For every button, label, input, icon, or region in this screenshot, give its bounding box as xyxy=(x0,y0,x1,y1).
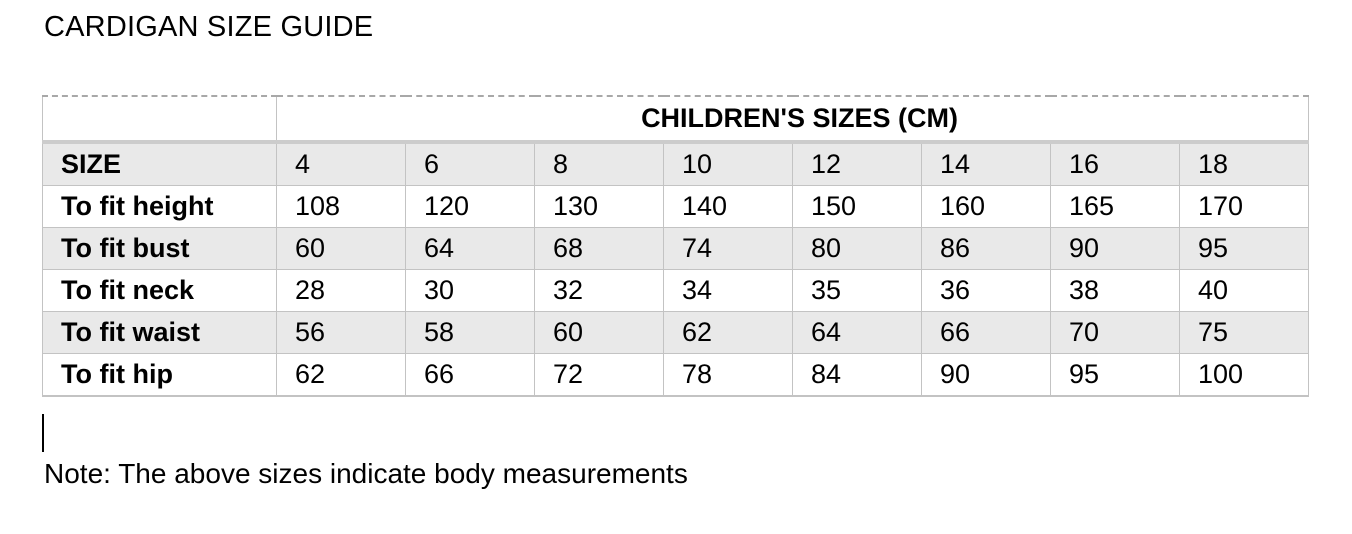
size-value: 18 xyxy=(1178,141,1310,186)
measurement-value: 130 xyxy=(534,185,664,228)
measurement-row: To fit waist 56 58 60 62 64 66 70 75 xyxy=(42,311,1310,354)
text-cursor xyxy=(42,414,44,452)
size-value: 8 xyxy=(534,141,664,186)
size-value: 14 xyxy=(921,141,1051,186)
group-header-row: CHILDREN'S SIZES (CM) xyxy=(42,95,1310,144)
row-label: To fit bust xyxy=(42,227,277,270)
measurement-value: 62 xyxy=(276,353,406,397)
measurement-value: 64 xyxy=(792,311,922,354)
measurement-value: 90 xyxy=(1050,227,1180,270)
measurement-value: 95 xyxy=(1178,227,1310,270)
measurement-value: 165 xyxy=(1050,185,1180,228)
measurement-value: 28 xyxy=(276,269,406,312)
row-label: To fit hip xyxy=(42,353,277,397)
measurement-row: To fit bust 60 64 68 74 80 86 90 95 xyxy=(42,227,1310,270)
row-label: To fit waist xyxy=(42,311,277,354)
measurement-value: 58 xyxy=(405,311,535,354)
measurement-value: 64 xyxy=(405,227,535,270)
measurement-value: 56 xyxy=(276,311,406,354)
measurement-value: 66 xyxy=(921,311,1051,354)
size-value: 10 xyxy=(663,141,793,186)
row-label: To fit neck xyxy=(42,269,277,312)
corner-cell xyxy=(42,95,277,144)
measurement-value: 120 xyxy=(405,185,535,228)
measurement-value: 40 xyxy=(1178,269,1310,312)
measurement-value: 80 xyxy=(792,227,922,270)
measurement-row: To fit neck 28 30 32 34 35 36 38 40 xyxy=(42,269,1310,312)
measurement-value: 68 xyxy=(534,227,664,270)
measurement-value: 86 xyxy=(921,227,1051,270)
page-title: CARDIGAN SIZE GUIDE xyxy=(44,11,374,43)
measurement-value: 170 xyxy=(1178,185,1310,228)
measurement-value: 66 xyxy=(405,353,535,397)
measurement-value: 78 xyxy=(663,353,793,397)
group-header: CHILDREN'S SIZES (CM) xyxy=(275,95,1310,144)
note-text: Note: The above sizes indicate body meas… xyxy=(44,458,688,489)
measurement-value: 72 xyxy=(534,353,664,397)
row-label: To fit height xyxy=(42,185,277,228)
size-value: 12 xyxy=(792,141,922,186)
measurement-value: 60 xyxy=(534,311,664,354)
measurement-value: 108 xyxy=(276,185,406,228)
measurement-value: 32 xyxy=(534,269,664,312)
measurement-value: 60 xyxy=(276,227,406,270)
row-label: SIZE xyxy=(42,141,277,186)
measurement-value: 75 xyxy=(1178,311,1310,354)
measurement-value: 150 xyxy=(792,185,922,228)
measurement-value: 74 xyxy=(663,227,793,270)
measurement-value: 38 xyxy=(1050,269,1180,312)
measurement-row: To fit height 108 120 130 140 150 160 16… xyxy=(42,185,1310,228)
measurement-value: 90 xyxy=(921,353,1051,397)
size-value: 4 xyxy=(276,141,406,186)
measurement-value: 70 xyxy=(1050,311,1180,354)
measurement-value: 140 xyxy=(663,185,793,228)
measurement-value: 95 xyxy=(1050,353,1180,397)
measurement-value: 100 xyxy=(1178,353,1310,397)
measurement-value: 35 xyxy=(792,269,922,312)
size-row: SIZE 4 6 8 10 12 14 16 18 xyxy=(42,141,1310,186)
measurement-row: To fit hip 62 66 72 78 84 90 95 100 xyxy=(42,353,1310,397)
measurement-value: 34 xyxy=(663,269,793,312)
measurement-value: 36 xyxy=(921,269,1051,312)
measurement-value: 30 xyxy=(405,269,535,312)
measurement-value: 62 xyxy=(663,311,793,354)
size-value: 16 xyxy=(1050,141,1180,186)
size-guide-table: CHILDREN'S SIZES (CM) SIZE 4 6 8 10 12 1… xyxy=(42,95,1310,397)
measurement-value: 160 xyxy=(921,185,1051,228)
size-value: 6 xyxy=(405,141,535,186)
measurement-value: 84 xyxy=(792,353,922,397)
